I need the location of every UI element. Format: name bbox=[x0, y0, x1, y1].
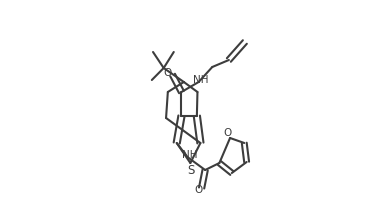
Text: O: O bbox=[195, 185, 203, 195]
Text: O: O bbox=[223, 128, 231, 138]
Text: O: O bbox=[164, 68, 172, 78]
Text: NH: NH bbox=[193, 75, 208, 85]
Text: S: S bbox=[187, 164, 195, 177]
Text: NH: NH bbox=[182, 150, 198, 160]
